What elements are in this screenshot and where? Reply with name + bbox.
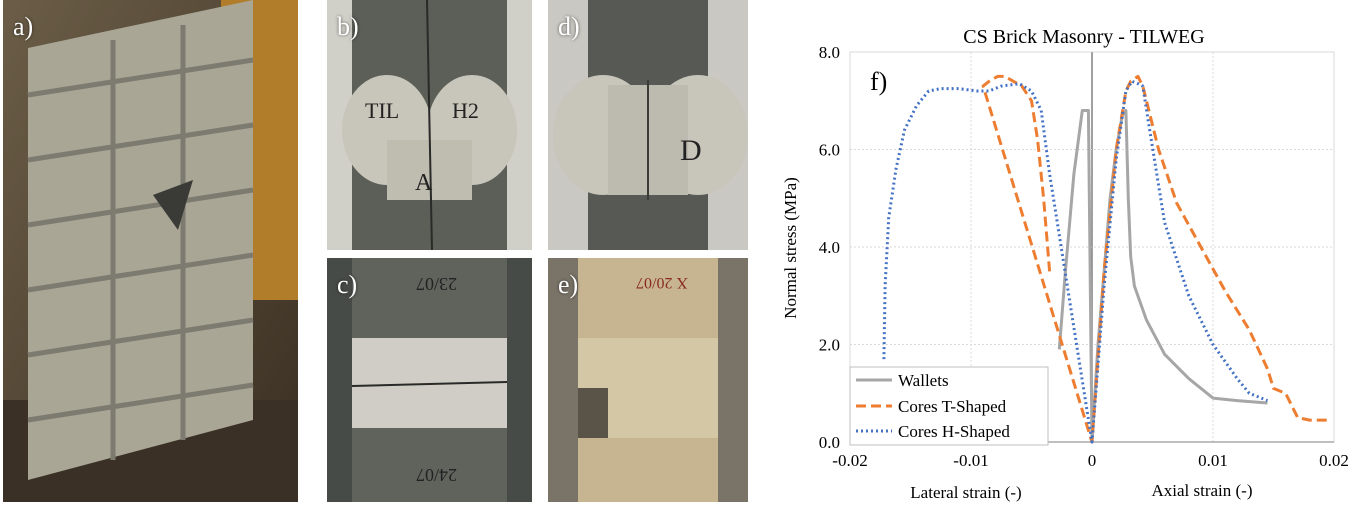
series-line-cores-h-shaped [882,79,1269,444]
x-tick-label: -0.01 [953,451,988,470]
chart-title: CS Brick Masonry - TILWEG [963,26,1204,48]
photo-b-image: TIL H2 A [327,0,532,250]
series-line-cores-t-shaped [981,74,1332,444]
legend-label-t-shaped: Cores T-Shaped [898,397,1007,416]
photo-b-label: b) [337,12,359,41]
photo-e-core: X 20/07 e) [548,258,748,502]
photo-c-mark-top: 23/07 [416,274,457,294]
x-axis-label-lateral: Lateral strain (-) [910,483,1021,502]
photo-d-core: D d) [548,0,748,250]
chart-svg: CS Brick Masonry - TILWEG f) Normal stre… [781,26,1349,502]
photo-b-core: TIL H2 A b) [327,0,532,250]
photo-e-label: e) [558,270,579,299]
photo-b-mark-til: TIL [365,98,399,123]
photo-e-image: X 20/07 [548,258,748,502]
y-axis-label: Normal stress (MPa) [781,177,800,319]
y-tick-label: 4.0 [819,238,840,257]
photo-d-label: d) [558,12,580,41]
chart-panel-label: f) [870,67,887,96]
photo-c-core: 23/07 24/07 c) [327,258,532,502]
photo-c-mark-bottom: 24/07 [416,465,457,485]
photo-d-image: D [548,0,748,250]
photo-e-mark: X 20/07 [636,274,688,291]
photo-b-mark-h2: H2 [452,98,479,123]
photo-a-label: a) [13,12,34,41]
photo-c-label: c) [337,270,358,299]
ticks: -0.02 -0.01 0 0.01 0.02 0.0 2.0 4.0 6.0 8.0 [819,43,1349,470]
x-tick-label: -0.02 [832,451,867,470]
photo-c-image: 23/07 24/07 [327,258,532,502]
x-axis-label-axial: Axial strain (-) [1151,481,1252,500]
photo-a-wallet: a) [3,0,298,502]
y-tick-label: 8.0 [819,43,840,62]
photo-d-mark-d: D [680,134,702,167]
stress-strain-chart: CS Brick Masonry - TILWEG f) Normal stre… [758,0,1358,502]
x-tick-label: 0 [1088,451,1097,470]
series-layer [882,74,1332,444]
x-tick-label: 0.02 [1319,451,1349,470]
y-tick-label: 0.0 [819,433,840,452]
y-tick-label: 2.0 [819,336,840,355]
legend: Wallets Cores T-Shaped Cores H-Shaped [849,366,1049,446]
photo-a-image [3,0,298,502]
legend-label-h-shaped: Cores H-Shaped [898,422,1010,441]
legend-label-wallets: Wallets [898,371,949,390]
x-tick-label: 0.01 [1198,451,1228,470]
photo-b-mark-a: A [415,170,433,196]
y-tick-label: 6.0 [819,141,840,160]
